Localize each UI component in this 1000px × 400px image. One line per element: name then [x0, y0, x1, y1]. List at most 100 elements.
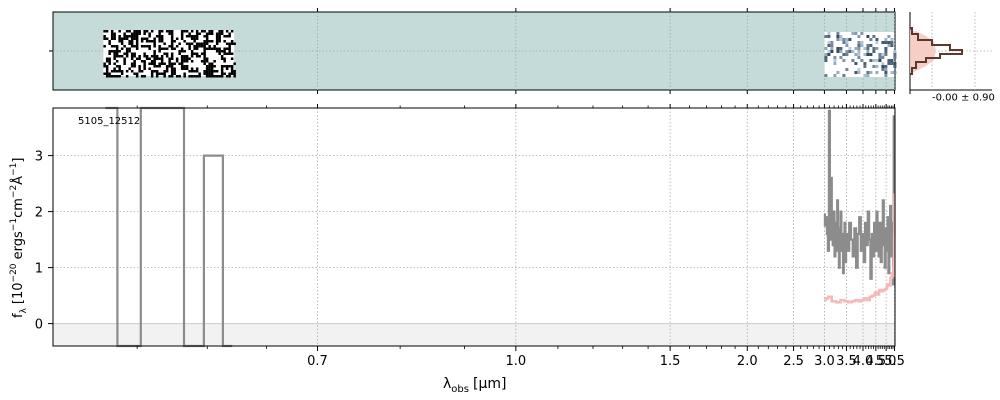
blue-segment-pixel [168, 57, 171, 60]
blue-segment-pixel [170, 45, 174, 48]
blue-segment-pixel [190, 60, 194, 63]
x-axis-symbol: λ [443, 376, 451, 392]
blue-segment-pixel [125, 37, 129, 40]
blue-segment-pixel [115, 60, 119, 63]
blue-segment-pixel [125, 55, 129, 58]
blue-segment-pixel [118, 75, 121, 78]
blue-segment-pixel [193, 45, 196, 48]
blue-segment-pixel [123, 57, 126, 60]
red-segment-pixel [827, 50, 831, 53]
blue-segment-pixel [228, 35, 231, 38]
blue-segment-pixel [205, 72, 209, 75]
blue-segment-pixel [190, 55, 194, 58]
blue-segment-pixel [203, 55, 206, 58]
blue-segment-pixel [213, 75, 216, 78]
blue-segment-pixel [125, 47, 129, 50]
blue-segment-pixel [108, 62, 111, 65]
blue-segment-pixel [108, 72, 111, 75]
blue-segment-pixel [215, 50, 219, 53]
red-segment-pixel [857, 71, 861, 74]
blue-segment-pixel [168, 65, 171, 68]
blue-segment-pixel [108, 57, 111, 60]
blue-segment-pixel [133, 30, 136, 33]
x-tick-label: 5.0 [876, 354, 897, 369]
red-segment-pixel [890, 62, 894, 65]
blue-segment-pixel [103, 72, 106, 75]
red-segment-pixel [863, 62, 867, 65]
blue-segment-pixel [103, 37, 106, 40]
red-segment-pixel [857, 41, 861, 44]
blue-segment-pixel [108, 52, 111, 55]
red-segment-pixel [884, 47, 888, 50]
blue-segment-pixel [175, 37, 179, 40]
blue-segment-pixel [170, 65, 174, 68]
blue-segment-pixel [233, 62, 236, 65]
blue-segment-pixel [230, 67, 234, 70]
blue-segment-pixel [150, 40, 154, 43]
red-segment-pixel [857, 50, 861, 53]
blue-segment-pixel [170, 37, 174, 40]
red-segment-pixel [854, 47, 858, 50]
blue-segment-pixel [148, 62, 151, 65]
blue-segment-pixel [215, 37, 219, 40]
blue-segment-pixel [195, 70, 199, 73]
blue-segment-pixel [150, 70, 154, 73]
blue-segment-pixel [180, 47, 184, 50]
x-tick-label: 0.7 [307, 354, 328, 369]
blue-segment-pixel [118, 65, 121, 68]
blue-segment-pixel [170, 57, 174, 60]
blue-segment-pixel [205, 37, 209, 40]
blue-segment-pixel [160, 30, 164, 33]
blue-segment-pixel [163, 70, 166, 73]
red-segment-pixel [884, 65, 888, 68]
blue-segment-pixel [110, 75, 114, 78]
red-segment-pixel [866, 35, 870, 38]
blue-segment-pixel [158, 62, 161, 65]
blue-segment-pixel [223, 60, 226, 63]
red-segment-pixel [857, 44, 861, 47]
flux-spectrum-line [823, 109, 896, 286]
blue-segment-pixel [153, 62, 156, 65]
red-segment-pixel [860, 32, 864, 35]
blue-segment-pixel [160, 47, 164, 50]
x-tick-label: 1.5 [660, 354, 681, 369]
blue-segment-pixel [145, 45, 149, 48]
red-segment-pixel [884, 41, 888, 44]
blue-segment-pixel [180, 55, 184, 58]
blue-segment-pixel [105, 75, 109, 78]
blue-segment-pixel [113, 35, 116, 38]
red-segment-pixel [842, 53, 846, 56]
blue-segment-pixel [205, 40, 209, 43]
blue-segment-pixel [203, 70, 206, 73]
x-tick-label: 4.0 [853, 354, 874, 369]
blue-segment-pixel [140, 75, 144, 78]
blue-segment-pixel [195, 35, 199, 38]
blue-segment-pixel [118, 55, 121, 58]
red-segment-pixel [830, 41, 834, 44]
blue-segment-pixel [208, 75, 211, 78]
blue-segment-pixel [118, 70, 121, 73]
blue-segment-pixel [228, 75, 231, 78]
blue-segment-pixel [170, 70, 174, 73]
blue-segment-pixel [188, 45, 191, 48]
blue-segment-pixel [135, 40, 139, 43]
blue-segment-pixel [168, 32, 171, 35]
blue-segment-pixel [185, 60, 189, 63]
blue-segment-pixel [155, 65, 159, 68]
y-axis-unit-open: [10 [11, 282, 26, 304]
blue-segment-pixel [203, 57, 206, 60]
blue-segment-pixel [113, 45, 116, 48]
red-segment-pixel [887, 35, 891, 38]
blue-segment-pixel [125, 35, 129, 38]
blue-segment-pixel [210, 72, 214, 75]
blue-segment-pixel [130, 57, 134, 60]
blue-segment-pixel [178, 62, 181, 65]
spectrum-1d-ticks [48, 104, 896, 351]
blue-segment-pixel [168, 75, 171, 78]
blue-segment-pixel [143, 45, 146, 48]
red-segment-pixel [833, 56, 837, 59]
blue-segment-pixel [203, 47, 206, 50]
red-segment-pixel [836, 47, 840, 50]
red-segment-pixel [827, 44, 831, 47]
